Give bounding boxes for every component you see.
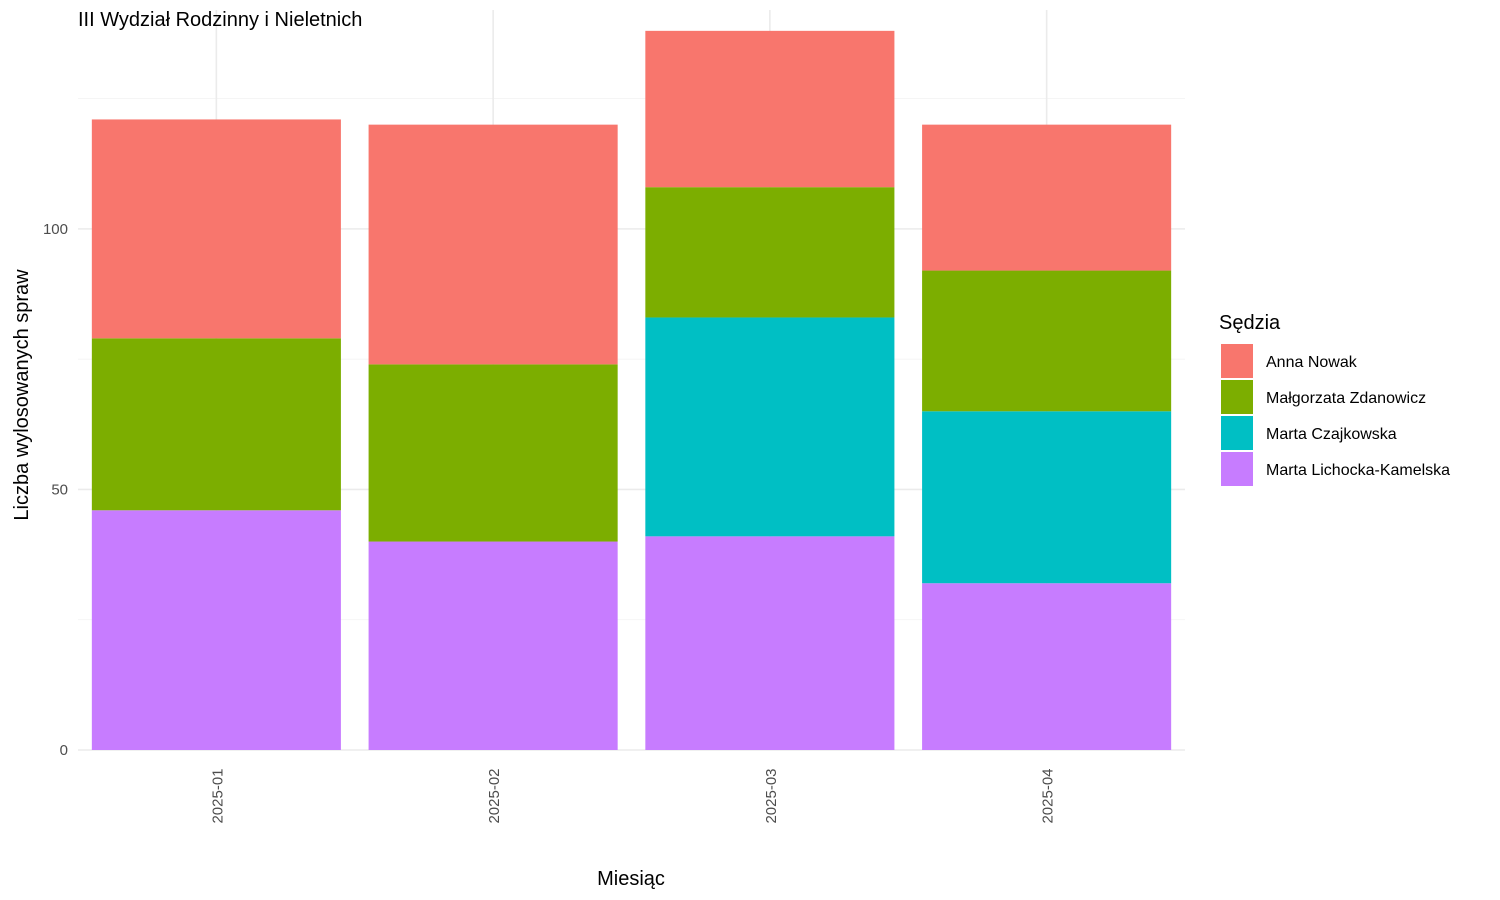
- bar-segment: [91, 119, 341, 339]
- bar-segment: [91, 510, 341, 750]
- legend-title: Sędzia: [1219, 312, 1281, 334]
- chart-title: III Wydział Rodzinny i Nieletnich: [78, 9, 362, 31]
- bar-segment: [922, 270, 1172, 412]
- bar-segment: [645, 30, 895, 188]
- x-tick-label: 2025-04: [1040, 768, 1057, 823]
- legend: Sędzia Anna Nowak Małgorzata Zdanowicz Mar…: [1219, 312, 1450, 486]
- legend-label: Marta Czajkowska: [1266, 426, 1397, 443]
- x-tick-label: 2025-02: [486, 768, 503, 823]
- bar-segment: [368, 364, 618, 542]
- bar-segment: [645, 536, 895, 750]
- bar-segment: [368, 124, 618, 365]
- bar-segment: [368, 541, 618, 750]
- bar-segment: [922, 583, 1172, 750]
- legend-key: [1221, 452, 1253, 486]
- x-tick-label: 2025-01: [209, 768, 226, 823]
- x-tick-label: 2025-03: [763, 768, 780, 823]
- legend-label: Małgorzata Zdanowicz: [1266, 390, 1426, 407]
- bar-segment: [91, 338, 341, 511]
- bar-segment: [645, 317, 895, 537]
- x-axis-title: Miesiąc: [597, 868, 665, 890]
- y-tick-label: 50: [51, 481, 68, 498]
- bar-segment: [922, 124, 1172, 271]
- y-axis: 0 50 100: [43, 221, 68, 759]
- bar-segment: [922, 411, 1172, 584]
- legend-items: Anna Nowak Małgorzata Zdanowicz Marta Czaj…: [1221, 344, 1450, 486]
- legend-label: Marta Lichocka-Kamelska: [1266, 462, 1450, 479]
- legend-key: [1221, 416, 1253, 450]
- legend-key: [1221, 380, 1253, 414]
- y-tick-label: 0: [60, 742, 68, 759]
- legend-key: [1221, 344, 1253, 378]
- y-axis-title: Liczba wylosowanych spraw: [11, 269, 33, 521]
- bar-segment: [645, 187, 895, 318]
- legend-label: Anna Nowak: [1266, 354, 1358, 371]
- y-tick-label: 100: [43, 221, 68, 238]
- x-axis: 2025-01 2025-02 2025-03 2025-04: [209, 768, 1056, 823]
- bars-layer: [91, 30, 1172, 750]
